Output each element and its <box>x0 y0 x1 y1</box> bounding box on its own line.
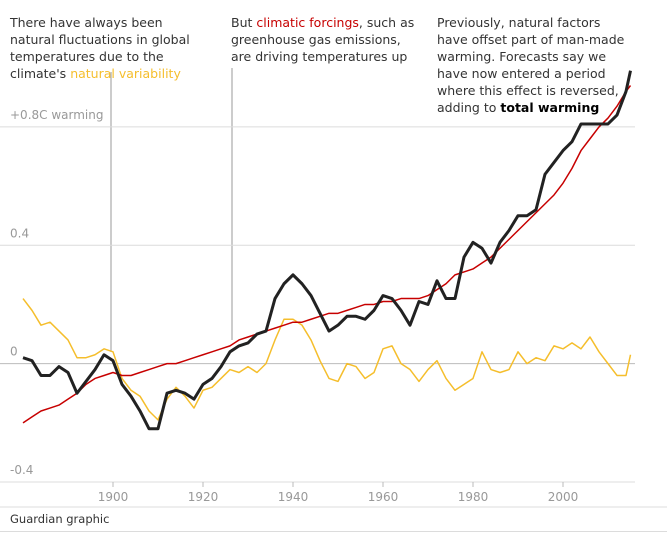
series-line <box>22 70 632 431</box>
y-tick-label: -0.4 <box>10 463 33 477</box>
x-tick-label: 1920 <box>188 490 219 504</box>
y-tick-label: +0.8C warming <box>10 108 103 122</box>
annotation: There have always been natural fluctuati… <box>9 15 190 81</box>
annotation-line: adding to total warming <box>437 100 599 115</box>
y-tick-label: 0 <box>10 345 18 359</box>
annotation-line: where this effect is reversed, <box>437 83 619 98</box>
annotation-line: warming. Forecasts say we <box>437 49 606 64</box>
series-key: total warming <box>500 100 599 115</box>
annotation-line: There have always been <box>9 15 163 30</box>
annotation-text: climate's <box>10 66 66 81</box>
y-tick-label: 0.4 <box>10 226 29 240</box>
series-key: climatic forcings <box>256 15 359 30</box>
annotation-line: temperatures due to the <box>10 49 164 64</box>
annotation-text: adding to <box>437 100 496 115</box>
annotation-line: But climatic forcings, such as <box>231 15 414 30</box>
source: Guardian graphic <box>10 512 109 526</box>
series-key: natural variability <box>70 66 181 81</box>
annotation-line: are driving temperatures up <box>231 49 407 64</box>
x-tick-label: 1960 <box>368 490 399 504</box>
annotation-line: natural fluctuations in global <box>10 32 190 47</box>
annotation-text: , such as <box>359 15 414 30</box>
annotation-line: have now entered a period <box>437 66 606 81</box>
plot <box>22 70 632 431</box>
series-line <box>22 298 632 421</box>
x-tick-label: 2000 <box>548 490 579 504</box>
x-tick-label: 1940 <box>278 490 309 504</box>
annotation-text: But <box>231 15 252 30</box>
annotation-line: climate's natural variability <box>10 66 181 81</box>
grid: -0.4 0 0.4 +0.8C warming 1900 1920 1940 1960 198… <box>0 108 635 504</box>
x-tick-label: 1980 <box>458 490 489 504</box>
x-tick-label: 1900 <box>98 490 129 504</box>
annotation: Previously, natural factors have offset … <box>437 15 625 115</box>
annotation-line: have offset part of man-made <box>437 32 625 47</box>
annotation-line: Previously, natural factors <box>437 15 600 30</box>
annotation: But climatic forcings, such as greenhouse… <box>231 15 414 64</box>
series-line <box>22 85 632 424</box>
annotation-line: greenhouse gas emissions, <box>231 32 401 47</box>
